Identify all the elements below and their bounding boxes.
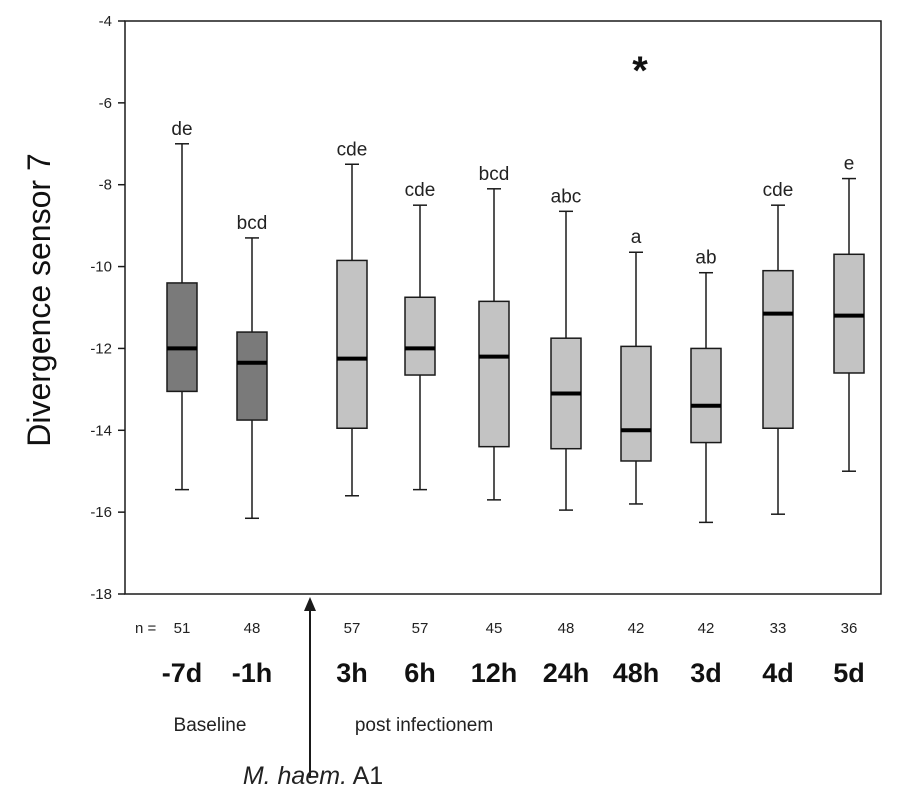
x-tick-label: 48h <box>613 658 660 688</box>
y-tick-label: -10 <box>90 259 112 276</box>
n-value-label: 33 <box>770 620 787 637</box>
significance-letters: bcd <box>479 164 510 185</box>
n-value-label: 42 <box>698 620 715 637</box>
y-tick-label: -6 <box>99 95 112 112</box>
box-group--7d: de <box>166 119 198 491</box>
significance-letters: e <box>844 154 855 175</box>
infection-arrow <box>304 597 316 778</box>
axes <box>124 20 882 595</box>
box-group-24h: abc <box>550 186 582 511</box>
y-tick-label: -8 <box>99 177 112 194</box>
y-tick-label: -18 <box>90 586 112 603</box>
y-tick-label: -12 <box>90 340 112 357</box>
x-tick-label: 5d <box>833 658 865 688</box>
x-tick-label: -7d <box>162 658 203 688</box>
box-iqr <box>690 347 722 444</box>
x-tick-label: 6h <box>404 658 436 688</box>
y-axis-ticks: -4 -6 -8 -10 -12 -14 -16 -18 <box>90 13 125 603</box>
box-group-3d: ab <box>690 248 722 524</box>
y-axis-label: Divergence sensor 7 <box>21 153 57 446</box>
n-value-label: 48 <box>558 620 575 637</box>
infection-label-italic: M. haem. <box>243 762 347 790</box>
box-iqr <box>404 296 436 376</box>
infection-label: M. haem. A1 <box>243 762 383 790</box>
significance-letters: bcd <box>237 213 268 234</box>
box-group-5d: e <box>833 154 865 472</box>
box-group-48h: a <box>620 227 652 505</box>
infection-label-plain: A1 <box>347 762 383 790</box>
x-tick-label: 24h <box>543 658 590 688</box>
box-iqr <box>620 345 652 462</box>
y-tick-label: -14 <box>90 422 112 439</box>
box-group-3h: cde <box>336 139 368 497</box>
y-tick-label: -4 <box>99 13 112 30</box>
x-tick-label: 3d <box>690 658 722 688</box>
y-tick-label: -16 <box>90 504 112 521</box>
n-value-label: 42 <box>628 620 645 637</box>
box-group-6h: cde <box>404 180 436 491</box>
x-axis-tick-labels: -7d -1h 3h 6h 12h 24h 48h 3d 4d 5d <box>162 658 865 688</box>
x-tick-label: 3h <box>336 658 368 688</box>
box-series: de bcd cde cde bcd abc a ab cde e <box>166 119 865 524</box>
box-iqr <box>336 259 368 429</box>
box-group-4d: cde <box>762 180 794 515</box>
significance-letters: cde <box>337 139 368 160</box>
box-iqr <box>166 282 198 393</box>
box-iqr <box>833 253 865 374</box>
post-infection-phase-label: post infectionem <box>355 715 493 736</box>
significance-letters: cde <box>405 180 436 201</box>
significance-annotation: * <box>632 49 648 93</box>
n-value-label: 45 <box>486 620 503 637</box>
significance-letters: abc <box>551 186 582 207</box>
box-group-12h: bcd <box>478 164 510 501</box>
n-value-label: 48 <box>244 620 261 637</box>
n-value-label: 36 <box>841 620 858 637</box>
significance-letters: a <box>631 227 642 248</box>
n-value-label: 51 <box>174 620 191 637</box>
significance-letters: ab <box>695 248 716 269</box>
box-iqr <box>478 300 510 448</box>
n-value-label: 57 <box>344 620 361 637</box>
sample-size-labels: 51 48 57 57 45 48 42 42 33 36 <box>174 620 858 637</box>
significance-letters: cde <box>763 180 794 201</box>
x-tick-label: 4d <box>762 658 794 688</box>
box-group--1h: bcd <box>236 213 268 520</box>
baseline-phase-label: Baseline <box>174 715 247 736</box>
significance-letters: de <box>171 119 192 140</box>
x-tick-label: -1h <box>232 658 273 688</box>
x-tick-label: 12h <box>471 658 518 688</box>
n-value-label: 57 <box>412 620 429 637</box>
n-prefix-label: n = <box>135 620 157 637</box>
box-iqr <box>762 269 794 429</box>
box-iqr <box>236 331 268 421</box>
plot-area-frame <box>124 20 882 595</box>
